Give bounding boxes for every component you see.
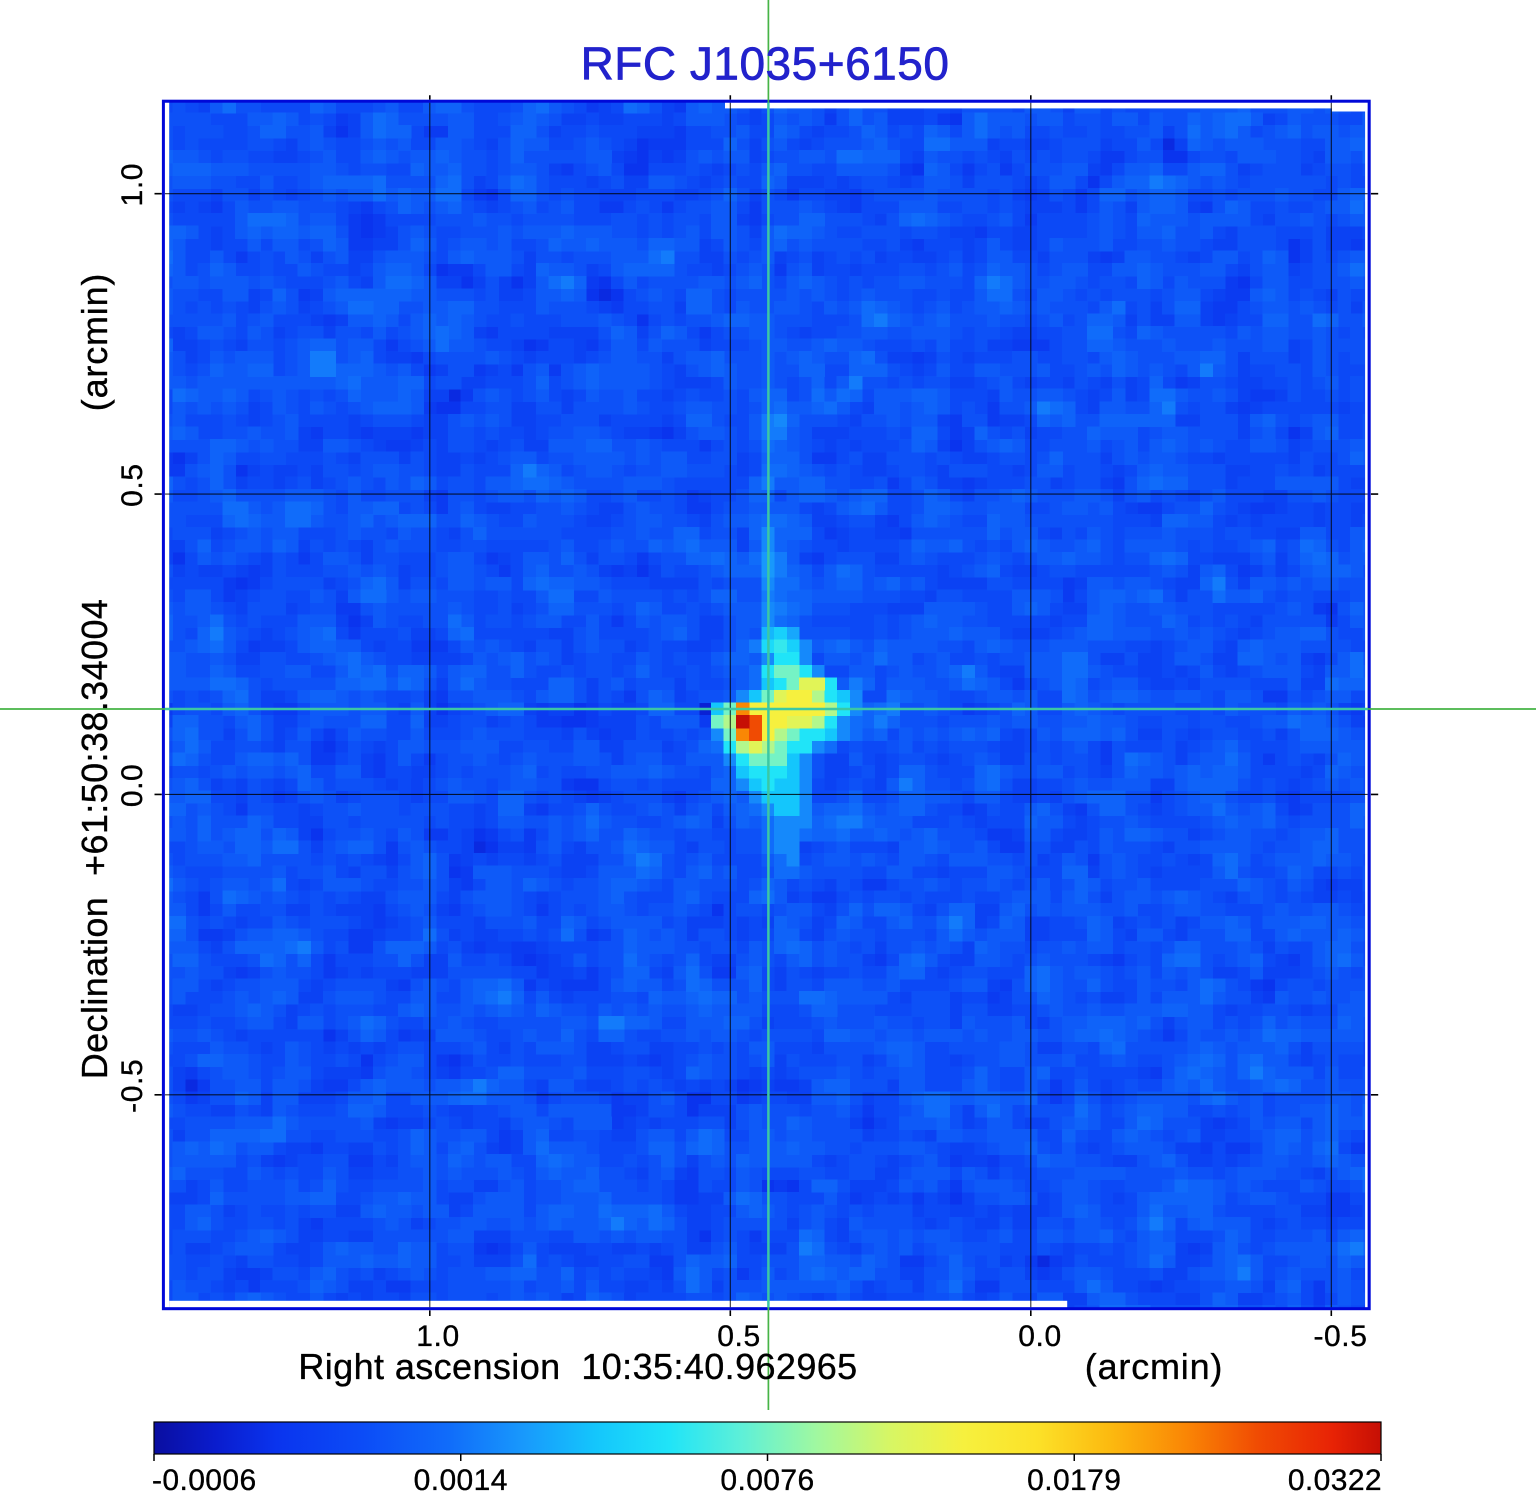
svg-text:0.0179: 0.0179 <box>1027 1464 1121 1497</box>
svg-text:0.5: 0.5 <box>116 463 149 507</box>
svg-text:-0.5: -0.5 <box>116 1059 149 1113</box>
svg-text:1.0: 1.0 <box>416 1320 460 1353</box>
svg-text:-0.0006: -0.0006 <box>152 1464 257 1497</box>
svg-text:Right ascension 10:35:40.9629: Right ascension 10:35:40.962965 <box>298 1346 857 1387</box>
svg-text:RFC J1035+6150: RFC J1035+6150 <box>581 38 950 90</box>
svg-text:0.0322: 0.0322 <box>1288 1464 1382 1497</box>
svg-text:-0.5: -0.5 <box>1313 1320 1367 1353</box>
svg-text:(arcmin): (arcmin) <box>1085 1346 1223 1387</box>
svg-text:0.0076: 0.0076 <box>720 1464 814 1497</box>
svg-text:(arcmin): (arcmin) <box>74 273 115 411</box>
svg-text:0.5: 0.5 <box>717 1320 761 1353</box>
svg-text:0.0: 0.0 <box>116 764 149 808</box>
svg-text:1.0: 1.0 <box>116 163 149 207</box>
svg-text:Declination +61:50:38.34004: Declination +61:50:38.34004 <box>74 599 115 1080</box>
svg-text:0.0014: 0.0014 <box>414 1464 508 1497</box>
svg-text:0.0: 0.0 <box>1018 1320 1062 1353</box>
